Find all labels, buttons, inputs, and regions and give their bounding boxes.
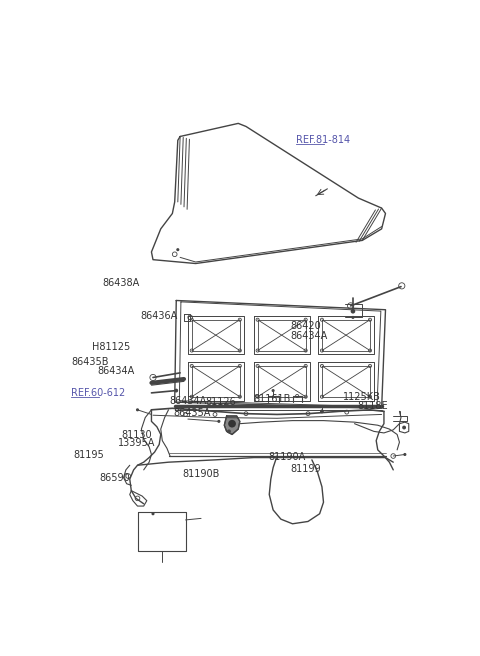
Circle shape xyxy=(350,309,355,314)
Text: 81161B: 81161B xyxy=(253,394,291,405)
Circle shape xyxy=(272,389,275,392)
Circle shape xyxy=(228,420,236,428)
Circle shape xyxy=(136,408,139,411)
Text: 86434A: 86434A xyxy=(97,365,134,376)
Circle shape xyxy=(351,316,355,319)
Text: 86438A: 86438A xyxy=(103,278,140,288)
Text: 86590: 86590 xyxy=(99,473,130,483)
Polygon shape xyxy=(224,416,240,434)
Text: 81130: 81130 xyxy=(121,430,152,440)
Circle shape xyxy=(174,388,178,392)
Text: 86435B: 86435B xyxy=(71,357,108,367)
Text: 86420: 86420 xyxy=(290,321,322,331)
Circle shape xyxy=(403,453,407,456)
Text: 86435A: 86435A xyxy=(173,408,211,418)
Text: REF.60-612: REF.60-612 xyxy=(71,388,125,398)
Text: 86436A: 86436A xyxy=(140,311,177,321)
Circle shape xyxy=(320,409,324,413)
Text: 81195: 81195 xyxy=(73,450,104,460)
Text: 81190A: 81190A xyxy=(268,451,306,462)
Circle shape xyxy=(152,512,155,516)
Circle shape xyxy=(227,430,231,434)
Circle shape xyxy=(217,420,220,423)
Text: 81126: 81126 xyxy=(205,397,236,407)
Circle shape xyxy=(176,248,180,251)
Text: H81125: H81125 xyxy=(92,342,130,352)
Circle shape xyxy=(402,426,406,430)
Text: 1125KB: 1125KB xyxy=(343,392,381,402)
Text: 86434A: 86434A xyxy=(290,331,328,341)
Text: 13395A: 13395A xyxy=(118,438,155,449)
Text: 81190B: 81190B xyxy=(183,469,220,479)
Text: 86434A: 86434A xyxy=(170,396,207,406)
Text: 8118E: 8118E xyxy=(358,401,388,411)
Text: REF.81-814: REF.81-814 xyxy=(296,135,350,146)
Text: 81199: 81199 xyxy=(290,464,321,474)
